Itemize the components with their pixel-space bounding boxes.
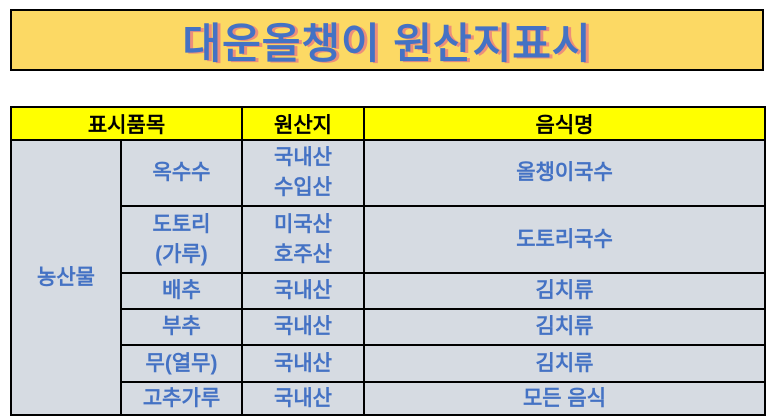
header-origin: 원산지 <box>241 106 365 141</box>
cell-line: 옥수수 <box>152 161 211 184</box>
food-cell: 김치류 <box>363 308 766 346</box>
origin-table: 표시품목 원산지 음식명 농산물 옥수수 국내산 수입산 올챙이국수 도토리 (… <box>10 106 766 416</box>
cell-line: (가루) <box>155 242 208 266</box>
cell-line: 도토리 <box>152 212 211 236</box>
food-cell: 올챙이국수 <box>363 139 766 207</box>
origin-cell: 미국산 호주산 <box>241 205 365 274</box>
cell-line: 미국산 <box>274 212 332 236</box>
header-food: 음식명 <box>363 106 766 141</box>
table-row-pepper: 고추가루 국내산 모든 음식 <box>11 381 766 416</box>
item-cell: 고추가루 <box>120 381 243 416</box>
table-row-acorn: 도토리 (가루) 미국산 호주산 도토리국수 <box>11 205 766 274</box>
origin-cell: 국내산 수입산 <box>241 139 365 207</box>
food-cell: 도토리국수 <box>363 205 766 274</box>
cell-line: 수입산 <box>274 176 332 199</box>
table-row-corn: 농산물 옥수수 국내산 수입산 올챙이국수 <box>10 139 766 416</box>
category-cell: 농산물 <box>10 139 122 416</box>
table-row-cabbage: 배추 국내산 김치류 <box>11 272 766 310</box>
origin-cell: 국내산 <box>241 381 365 416</box>
header-row: 표시품목 원산지 음식명 <box>10 106 766 141</box>
cell-line: 국내산 <box>274 146 332 169</box>
item-cell: 도토리 (가루) <box>120 205 243 274</box>
food-cell: 모든 음식 <box>363 381 766 416</box>
table-row-chive: 부추 국내산 김치류 <box>11 308 766 346</box>
table-row-radish: 무(열무) 국내산 김치류 <box>11 344 766 383</box>
item-cell: 배추 <box>120 272 243 310</box>
origin-cell: 국내산 <box>241 344 365 383</box>
title-banner: 대운올챙이 원산지표시 <box>10 9 764 71</box>
food-cell: 김치류 <box>363 344 766 383</box>
header-display-item: 표시품목 <box>10 106 243 141</box>
page-title: 대운올챙이 원산지표시 <box>182 19 592 67</box>
origin-cell: 국내산 <box>241 272 365 310</box>
cell-line: 호주산 <box>274 242 332 266</box>
food-cell: 김치류 <box>363 272 766 310</box>
item-cell: 부추 <box>120 308 243 346</box>
origin-cell: 국내산 <box>241 308 365 346</box>
item-cell: 옥수수 <box>120 139 243 207</box>
item-cell: 무(열무) <box>120 344 243 383</box>
